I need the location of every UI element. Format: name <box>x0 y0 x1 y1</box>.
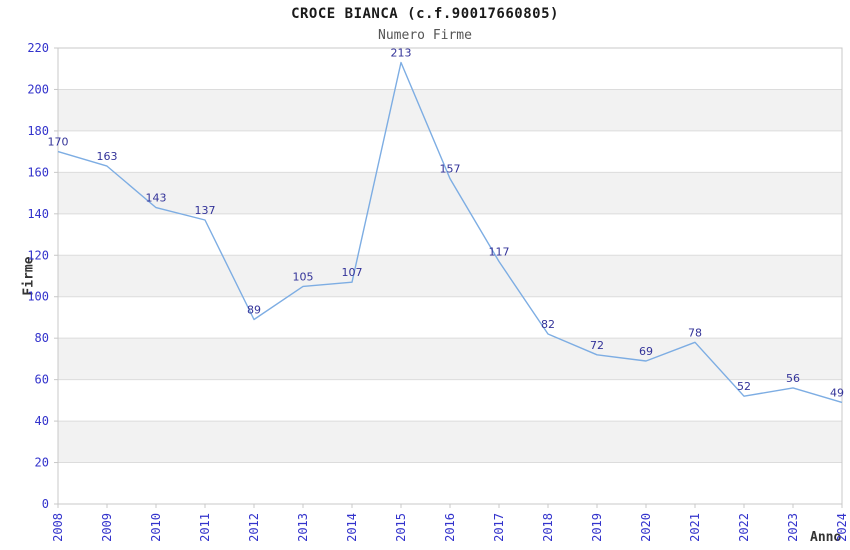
svg-text:2024: 2024 <box>835 513 849 542</box>
svg-text:100: 100 <box>27 290 49 304</box>
svg-text:60: 60 <box>35 373 49 387</box>
svg-text:170: 170 <box>48 136 69 149</box>
svg-text:220: 220 <box>27 41 49 55</box>
grid-lines <box>58 47 842 505</box>
svg-text:2020: 2020 <box>639 513 653 542</box>
svg-text:56: 56 <box>786 372 800 385</box>
svg-text:82: 82 <box>541 318 555 331</box>
svg-text:180: 180 <box>27 124 49 138</box>
svg-text:160: 160 <box>27 165 49 179</box>
svg-text:78: 78 <box>688 326 702 339</box>
svg-text:89: 89 <box>247 304 261 317</box>
svg-text:2012: 2012 <box>247 513 261 542</box>
svg-text:200: 200 <box>27 82 49 96</box>
svg-text:2011: 2011 <box>198 513 212 542</box>
svg-text:2008: 2008 <box>51 513 65 542</box>
svg-text:2021: 2021 <box>688 513 702 542</box>
series-line <box>57 61 843 404</box>
svg-text:2018: 2018 <box>541 513 555 542</box>
svg-text:137: 137 <box>195 204 216 217</box>
svg-text:2013: 2013 <box>296 513 310 542</box>
svg-text:40: 40 <box>35 414 49 428</box>
svg-text:49: 49 <box>830 386 844 399</box>
svg-text:120: 120 <box>27 248 49 262</box>
svg-text:0: 0 <box>42 497 49 511</box>
svg-text:20: 20 <box>35 456 49 470</box>
svg-text:72: 72 <box>590 339 604 352</box>
svg-text:2010: 2010 <box>149 513 163 542</box>
svg-text:107: 107 <box>342 266 363 279</box>
y-axis-labels: 0 20 40 60 80 100 120 140 160 180 200 220 <box>27 41 49 511</box>
svg-text:2022: 2022 <box>737 513 751 542</box>
svg-text:163: 163 <box>97 150 118 163</box>
chart-title: CROCE BIANCA (c.f.90017660805) <box>291 6 559 22</box>
svg-text:2009: 2009 <box>100 513 114 542</box>
x-axis-labels: 2008 2009 2010 2011 2012 2013 2014 2015 2016 2017… <box>51 513 849 542</box>
svg-text:2019: 2019 <box>590 513 604 542</box>
svg-text:52: 52 <box>737 380 751 393</box>
svg-text:157: 157 <box>440 163 461 176</box>
svg-text:2014: 2014 <box>345 513 359 542</box>
svg-text:213: 213 <box>391 47 412 60</box>
svg-text:140: 140 <box>27 207 49 221</box>
svg-text:69: 69 <box>639 345 653 358</box>
svg-text:2015: 2015 <box>394 513 408 542</box>
chart-subtitle: Numero Firme <box>378 28 472 43</box>
svg-text:2016: 2016 <box>443 513 457 542</box>
svg-text:117: 117 <box>489 245 510 258</box>
axis-ticks <box>54 47 843 508</box>
svg-text:2017: 2017 <box>492 513 506 542</box>
plot-bands <box>58 89 842 463</box>
data-labels: 170 163 143 137 89 105 107 213 157 117 82 72 69 78 52 5… <box>48 47 845 400</box>
x-axis-title: Anno <box>810 530 842 545</box>
svg-text:105: 105 <box>293 270 314 283</box>
svg-text:2023: 2023 <box>786 513 800 542</box>
svg-text:80: 80 <box>35 331 49 345</box>
svg-text:143: 143 <box>146 192 167 205</box>
